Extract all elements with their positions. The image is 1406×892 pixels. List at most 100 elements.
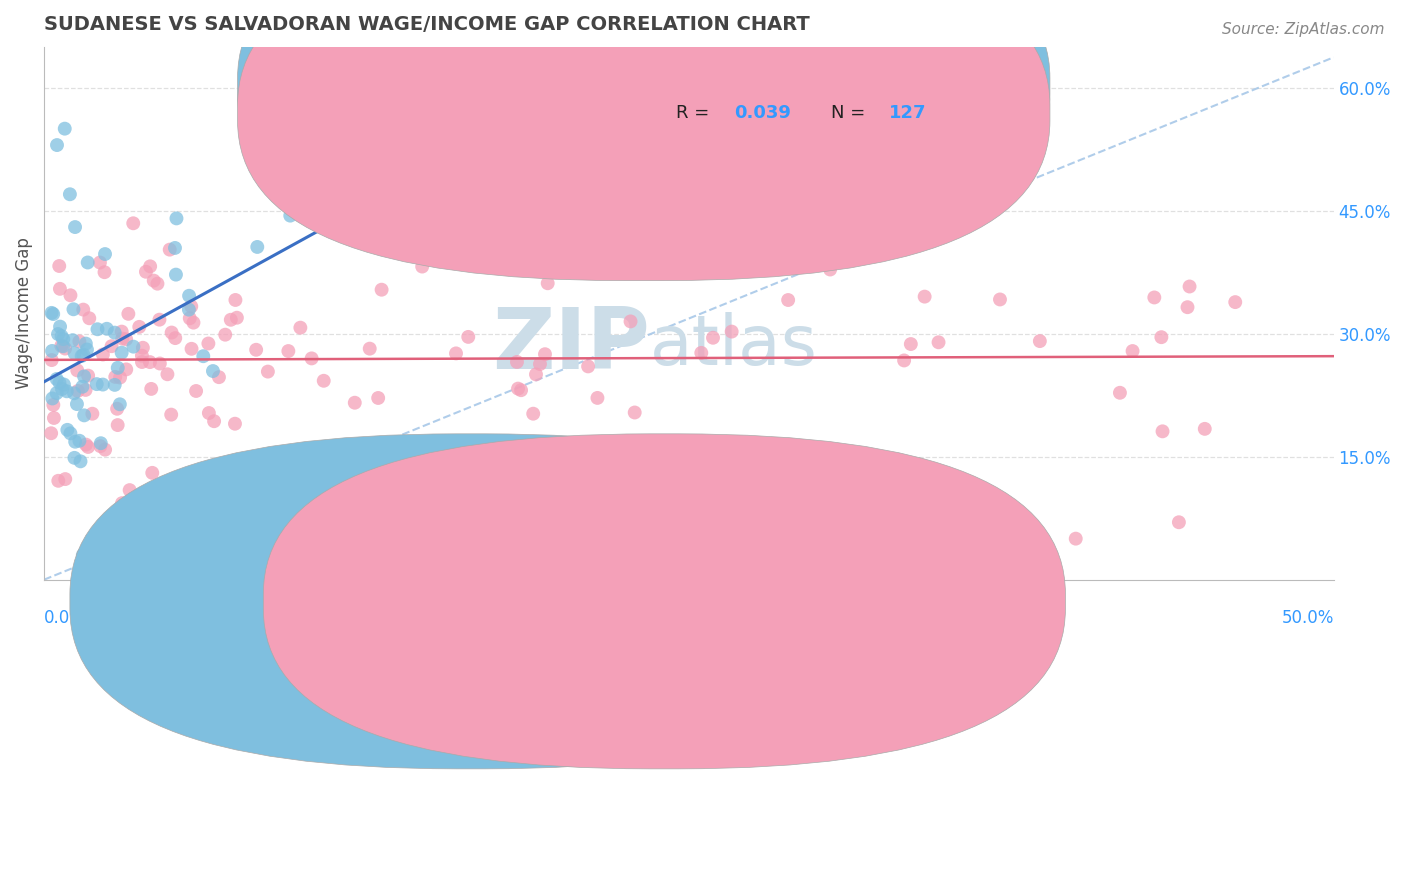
Point <box>1225 295 1247 310</box>
Point <box>900 337 922 351</box>
Point <box>420 507 443 521</box>
Point <box>184 384 207 398</box>
Text: Salvadorans: Salvadorans <box>695 592 796 610</box>
Point <box>94 442 117 457</box>
Point <box>75 383 97 397</box>
Point <box>370 283 392 297</box>
Point <box>506 355 529 369</box>
Point <box>328 202 350 216</box>
Point <box>420 170 443 185</box>
Point <box>49 319 72 334</box>
Text: 0.0%: 0.0% <box>44 609 86 627</box>
Point <box>118 483 141 497</box>
Point <box>52 339 75 353</box>
Point <box>45 386 67 401</box>
Point <box>201 364 224 378</box>
Point <box>91 377 114 392</box>
Point <box>75 336 97 351</box>
Point <box>1109 385 1132 400</box>
Point <box>1143 290 1166 304</box>
Point <box>524 368 547 382</box>
Point <box>1152 425 1174 439</box>
Point <box>59 187 82 202</box>
Point <box>108 370 131 384</box>
FancyBboxPatch shape <box>238 0 1050 281</box>
Point <box>62 302 84 317</box>
Point <box>122 216 145 230</box>
Point <box>42 411 65 425</box>
Point <box>56 423 79 437</box>
Point <box>702 331 724 345</box>
Point <box>1178 279 1201 293</box>
Point <box>180 299 202 313</box>
Point <box>48 376 70 390</box>
Point <box>257 365 280 379</box>
Point <box>111 496 134 510</box>
Point <box>90 436 112 450</box>
Point <box>1122 344 1144 359</box>
Point <box>548 449 571 463</box>
Point <box>48 259 70 273</box>
Point <box>148 312 170 326</box>
Point <box>208 370 231 384</box>
Point <box>623 405 645 419</box>
Point <box>72 348 94 362</box>
Point <box>93 265 115 279</box>
Text: ZIP: ZIP <box>492 303 650 386</box>
Point <box>510 383 533 397</box>
Point <box>1167 515 1189 529</box>
Point <box>730 211 752 226</box>
Point <box>914 290 936 304</box>
Point <box>53 121 76 136</box>
Point <box>73 409 96 423</box>
Point <box>135 265 157 279</box>
Point <box>988 293 1011 307</box>
Point <box>315 218 337 232</box>
Point <box>53 472 76 486</box>
Point <box>506 382 529 396</box>
Point <box>177 289 200 303</box>
Point <box>111 345 134 359</box>
Point <box>858 524 880 538</box>
Point <box>63 346 86 360</box>
Point <box>156 368 179 382</box>
FancyBboxPatch shape <box>70 434 872 769</box>
Point <box>63 434 86 449</box>
Point <box>86 322 108 336</box>
Point <box>142 274 165 288</box>
Point <box>111 332 134 346</box>
Point <box>837 444 859 458</box>
Point <box>301 351 323 366</box>
Text: R =: R = <box>676 103 716 121</box>
Text: 50.0%: 50.0% <box>1281 609 1334 627</box>
Point <box>66 384 89 398</box>
Point <box>107 418 129 433</box>
Point <box>59 426 82 441</box>
Point <box>312 374 335 388</box>
Point <box>678 220 700 235</box>
Point <box>105 401 128 416</box>
Point <box>104 370 127 384</box>
Point <box>537 277 560 291</box>
Point <box>91 347 114 361</box>
Point <box>290 320 312 334</box>
Point <box>104 326 127 340</box>
Point <box>522 407 544 421</box>
Point <box>160 326 183 340</box>
Point <box>52 332 75 346</box>
Text: 127: 127 <box>889 103 927 121</box>
Point <box>197 336 219 351</box>
Point <box>59 288 82 302</box>
Point <box>1194 422 1216 436</box>
Point <box>177 302 200 317</box>
Point <box>117 307 139 321</box>
FancyBboxPatch shape <box>592 60 1005 132</box>
Point <box>77 440 100 454</box>
Point <box>367 391 389 405</box>
Point <box>343 395 366 409</box>
Point <box>619 314 641 328</box>
Point <box>141 382 163 396</box>
Point <box>122 340 145 354</box>
Point <box>51 382 73 396</box>
Point <box>277 344 299 359</box>
